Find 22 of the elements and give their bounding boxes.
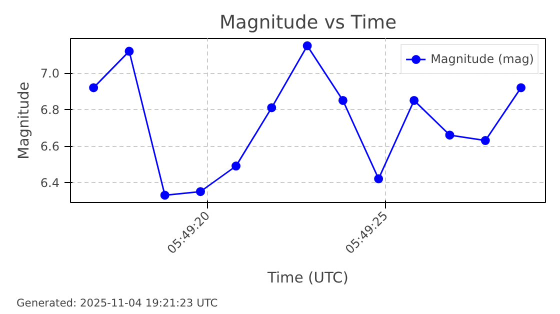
point (480, 136, 490, 146)
point (516, 83, 526, 92)
y-tick-label: 6.4 (40, 176, 60, 190)
chart-title: Magnitude vs Time (219, 12, 397, 34)
point (267, 103, 276, 112)
y-tick-label: 6.8 (40, 103, 60, 118)
x-axis-title: Time (UTC) (266, 270, 349, 287)
point (160, 190, 170, 200)
y-tick-label: 6.6 (40, 140, 60, 154)
point (89, 83, 98, 92)
point (302, 41, 312, 50)
point (374, 174, 384, 184)
y-tick-label: 7.0 (40, 66, 60, 81)
point (445, 130, 454, 140)
y-axis-title: Magnitude (15, 82, 32, 160)
point (196, 187, 205, 196)
text: Generated: 2025-11-04 19:21:23 UTC (16, 296, 218, 310)
point (410, 96, 419, 105)
point (338, 96, 348, 105)
point (124, 46, 134, 56)
legend-label: Magnitude (mag) (430, 52, 534, 66)
point (232, 162, 241, 171)
